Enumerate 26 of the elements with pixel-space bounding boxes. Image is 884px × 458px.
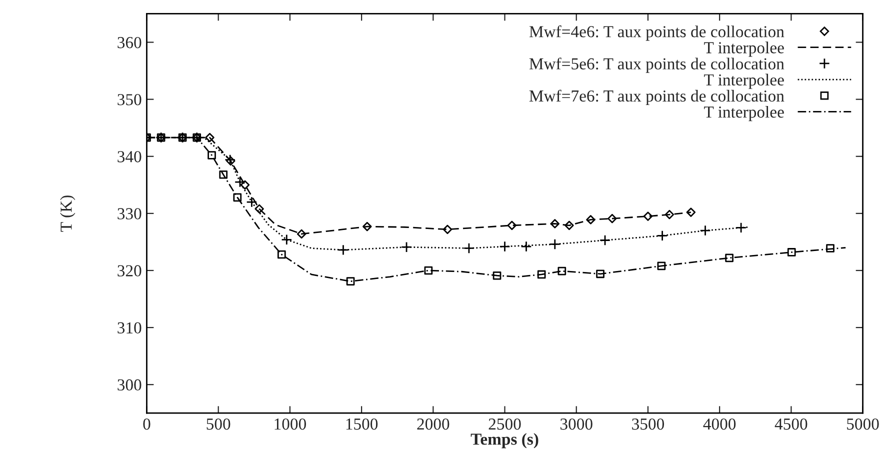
x-tick-label: 1000 [274,418,306,430]
legend-label: Mwf=5e6: T aux points de collocation [529,58,784,73]
y-tick-label: 340 [118,151,142,162]
legend-label: T interpolee [704,74,784,89]
x-tick-label: 3500 [632,418,664,430]
y-tick-label: 330 [118,208,142,220]
y-tick-label: 320 [118,265,142,276]
y-tick-label: 360 [118,36,142,48]
y-axis-title: T (K) [60,196,76,232]
x-tick-label: 4000 [703,418,736,430]
legend-label: T interpolee [704,42,784,57]
legend-label: Mwf=4e6: T aux points de collocation [529,25,784,41]
y-tick-label: 300 [118,379,142,391]
legend-label: T interpolee [704,106,784,122]
legend-label: Mwf=7e6: T aux points de collocation [529,90,784,106]
x-axis-title: Temps (s) [470,433,538,448]
x-tick-label: 2500 [488,418,521,430]
x-tick-label: 2000 [417,418,450,430]
x-tick-label: 0 [143,418,150,430]
x-tick-label: 4500 [774,418,808,430]
x-tick-label: 500 [206,418,230,430]
x-tick-label: 5000 [847,418,879,430]
y-tick-label: 350 [118,94,142,106]
y-tick-label: 310 [118,322,142,334]
x-tick-label: 3000 [560,418,592,430]
x-tick-label: 1500 [346,418,378,430]
